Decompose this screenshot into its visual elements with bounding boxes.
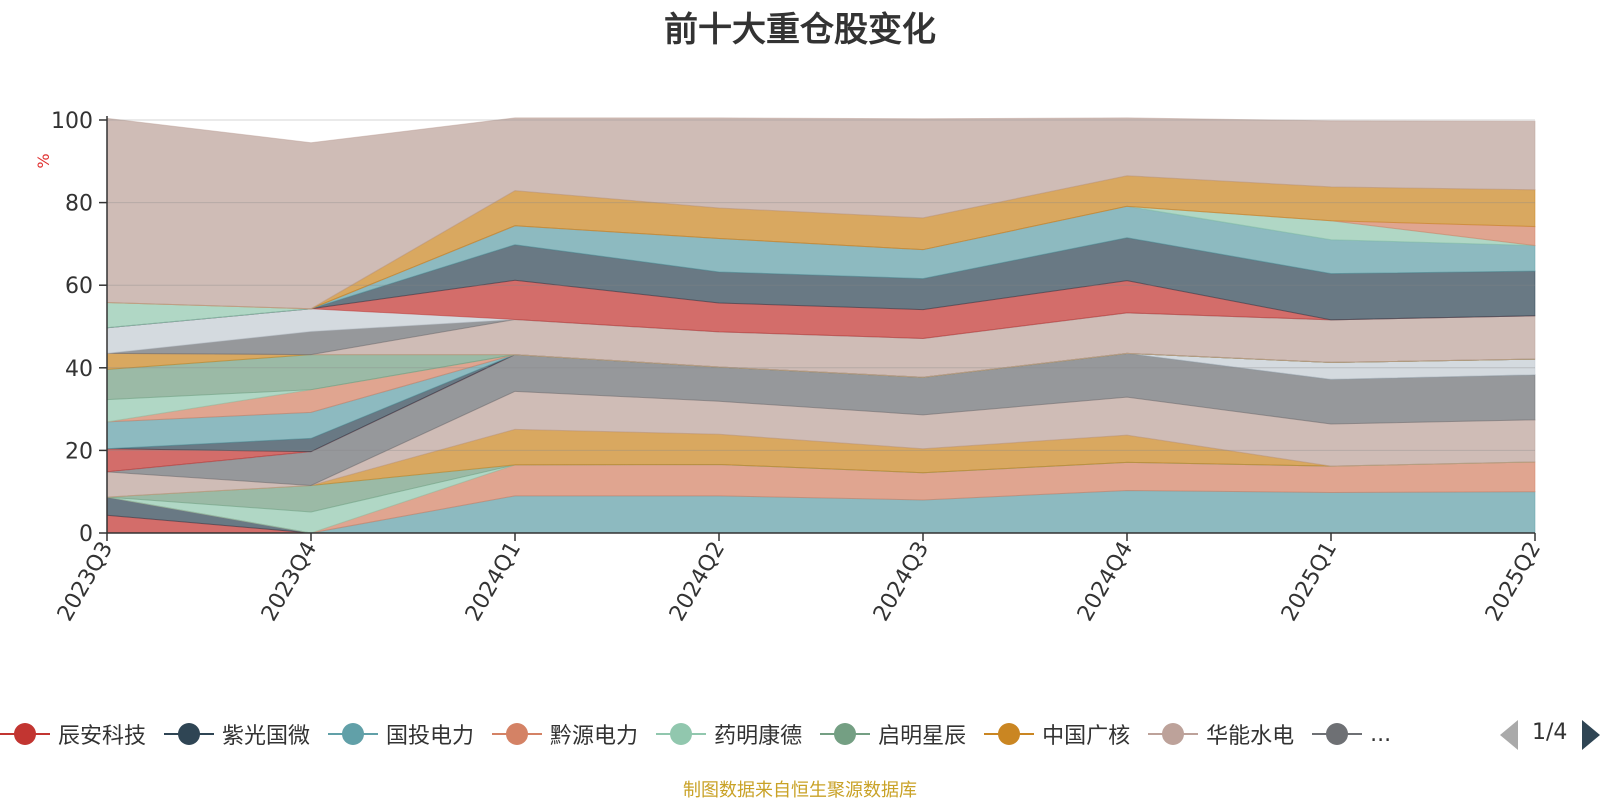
legend-label: 辰安科技 xyxy=(58,724,147,749)
legend-label: 华能水电 xyxy=(1206,724,1295,749)
legend-marker-icon xyxy=(820,722,871,746)
y-tick-label: 0 xyxy=(79,522,93,547)
legend-item[interactable]: 中国广核 xyxy=(984,712,1130,756)
legend-label: 中国广核 xyxy=(1042,724,1131,749)
legend-label: 国投电力 xyxy=(386,724,475,749)
legend-marker-icon xyxy=(656,722,707,746)
chart-title: 前十大重仓股变化 xyxy=(664,10,936,50)
legend-item[interactable]: 紫光国微 xyxy=(164,712,310,756)
y-tick-label: 40 xyxy=(65,357,93,382)
y-axis-label: % xyxy=(34,153,53,168)
legend-label: 药明康德 xyxy=(714,724,803,749)
legend-label: ... xyxy=(1370,721,1392,747)
legend: 辰安科技 紫光国微 国投电力 黔源电力 药明康德 启明星辰 中国广核 华能水电... xyxy=(0,712,1485,756)
legend-item[interactable]: 黔源电力 xyxy=(492,712,638,756)
y-tick-label: 100 xyxy=(51,109,93,134)
legend-next-arrow-icon[interactable] xyxy=(1582,720,1600,750)
legend-item[interactable]: 启明星辰 xyxy=(820,712,966,756)
legend-item[interactable]: 药明康德 xyxy=(656,712,802,756)
x-tick-label: 2025Q1 xyxy=(1277,538,1342,626)
x-tick-label: 2024Q2 xyxy=(665,538,730,626)
legend-marker-icon xyxy=(492,722,543,746)
y-tick-label: 80 xyxy=(65,192,93,217)
legend-pager: 1/4 xyxy=(1500,718,1600,754)
x-tick-label: 2023Q3 xyxy=(53,538,118,626)
legend-prev-arrow-icon[interactable] xyxy=(1500,720,1518,750)
y-tick-label: 20 xyxy=(65,439,93,464)
source-note: 制图数据来自恒生聚源数据库 xyxy=(683,780,917,801)
x-tick-label: 2024Q3 xyxy=(869,538,934,626)
y-tick-label: 60 xyxy=(65,274,93,299)
x-tick-label: 2024Q4 xyxy=(1073,538,1138,626)
x-tick-label: 2025Q2 xyxy=(1481,538,1546,626)
legend-label: 黔源电力 xyxy=(550,724,639,749)
legend-marker-icon xyxy=(1148,722,1199,746)
legend-label: 启明星辰 xyxy=(878,724,967,749)
legend-item[interactable]: 国投电力 xyxy=(328,712,474,756)
series-area-27 xyxy=(106,117,1536,310)
legend-marker-icon xyxy=(984,722,1035,746)
grid-layer xyxy=(107,119,1535,451)
legend-marker-icon xyxy=(1312,722,1363,746)
x-tick-label: 2023Q4 xyxy=(257,538,322,626)
legend-item[interactable]: 辰安科技 xyxy=(0,712,146,756)
legend-item[interactable]: 华能水电 xyxy=(1148,712,1294,756)
legend-label: 紫光国微 xyxy=(222,724,311,749)
legend-item[interactable]: ... xyxy=(1312,712,1391,756)
series-layer xyxy=(106,117,1536,534)
legend-marker-icon xyxy=(328,722,379,746)
legend-marker-icon xyxy=(164,722,215,746)
x-tick-label: 2024Q1 xyxy=(461,538,526,626)
legend-page-indicator: 1/4 xyxy=(1532,720,1568,745)
legend-marker-icon xyxy=(0,722,50,746)
